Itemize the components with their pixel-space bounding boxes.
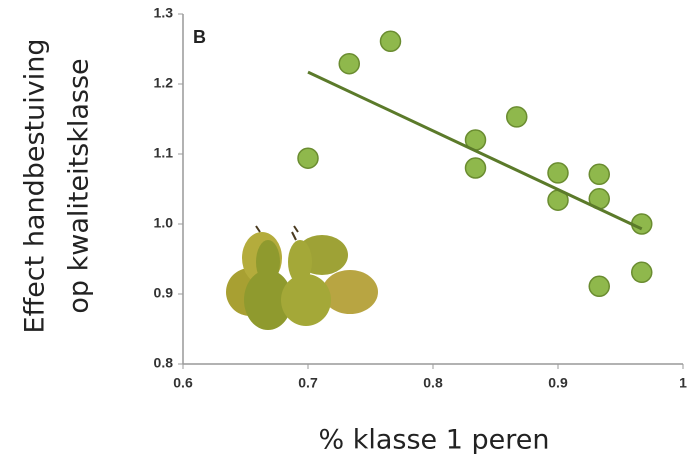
x-tick-label: 0.8 (423, 375, 443, 391)
pear-illustration (226, 225, 378, 330)
y-tick-label: 0.9 (154, 285, 174, 301)
point (588, 275, 610, 298)
point (506, 106, 528, 128)
point (338, 52, 360, 75)
y-axis-title: Effect handbestuiving (20, 39, 51, 334)
x-axis-title: % klasse 1 peren (319, 425, 550, 456)
trend-line (307, 70, 643, 231)
x-tick-label: 0.9 (548, 375, 568, 391)
point (547, 162, 569, 184)
y-axis-title: op kwaliteitsklasse (64, 58, 95, 313)
x-tick-label: 1 (679, 375, 687, 391)
point (297, 147, 319, 169)
panel-label: B (193, 27, 206, 47)
x-tick-label: 0.7 (298, 375, 318, 391)
point (464, 157, 487, 179)
x-tick-label: 0.6 (173, 375, 193, 391)
y-tick-label: 1.3 (154, 5, 174, 21)
point (588, 163, 610, 186)
y-tick-label: 0.8 (154, 355, 174, 371)
y-tick-label: 1.0 (154, 215, 174, 231)
y-tick-label: 1.1 (154, 145, 174, 161)
point (631, 261, 653, 284)
point (379, 30, 402, 53)
y-tick-label: 1.2 (154, 75, 174, 91)
